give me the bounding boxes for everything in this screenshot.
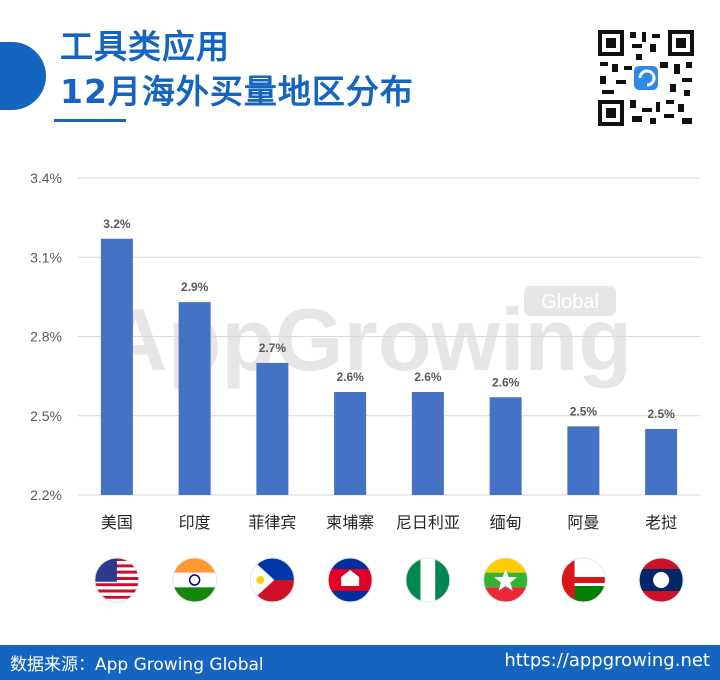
- data-label: 2.6%: [414, 370, 442, 384]
- data-source-text: 数据来源：App Growing Global: [10, 655, 264, 675]
- cambodia-flag-icon: [327, 557, 373, 603]
- x-category-label: 老挝: [645, 513, 677, 532]
- us-flag-icon: [94, 557, 140, 603]
- bar: [567, 426, 600, 495]
- data-label: 3.2%: [103, 217, 131, 231]
- data-label: 2.6%: [492, 375, 520, 389]
- bar: [334, 391, 367, 495]
- laos-flag-icon: [638, 557, 684, 603]
- x-category-label: 阿曼: [567, 513, 599, 532]
- title-line-1: 工具类应用: [60, 27, 230, 66]
- qr-code-icon: [596, 28, 696, 128]
- bar: [645, 428, 678, 495]
- data-label: 2.9%: [181, 280, 209, 294]
- title-line-2: 12月海外买量地区分布: [60, 72, 414, 111]
- x-category-label: 柬埔寨: [326, 513, 374, 532]
- data-label: 2.5%: [570, 404, 598, 418]
- y-tick-label: 2.8%: [30, 329, 62, 345]
- x-category-label: 尼日利亚: [396, 513, 460, 532]
- watermark-badge-text: Global: [541, 291, 599, 313]
- bar-chart: AppGrowing Global 2.2%2.5%2.8%3.1%3.4% 3…: [30, 170, 700, 603]
- bar: [100, 238, 133, 495]
- myanmar-flag-icon: [483, 557, 529, 603]
- nigeria-flag-icon: [405, 557, 451, 603]
- india-flag-icon: [172, 557, 218, 603]
- bar: [256, 362, 289, 495]
- bar: [411, 391, 444, 495]
- footer-bar: 数据来源：App Growing Global https://appgrowi…: [0, 645, 720, 680]
- title-block: 工具类应用 12月海外买量地区分布: [60, 24, 414, 114]
- philippines-flag-icon: [249, 557, 295, 603]
- data-label: 2.5%: [647, 407, 675, 421]
- y-tick-label: 3.1%: [30, 249, 62, 265]
- header-accent-shape: [0, 42, 46, 110]
- x-category-label: 印度: [179, 513, 211, 532]
- y-tick-label: 2.5%: [30, 408, 62, 424]
- y-tick-label: 3.4%: [30, 170, 62, 186]
- x-category-label: 菲律宾: [248, 513, 296, 532]
- data-label: 2.6%: [336, 370, 364, 384]
- bar: [489, 397, 522, 495]
- x-category-label: 缅甸: [490, 513, 522, 532]
- bar: [178, 302, 211, 495]
- watermark-badge: [524, 286, 616, 316]
- x-category-label: 美国: [101, 513, 133, 532]
- title-underline: [54, 119, 126, 122]
- oman-flag-icon: [560, 557, 606, 603]
- data-label: 2.7%: [259, 341, 287, 355]
- y-tick-label: 2.2%: [30, 487, 62, 503]
- website-link[interactable]: https://appgrowing.net: [504, 650, 710, 671]
